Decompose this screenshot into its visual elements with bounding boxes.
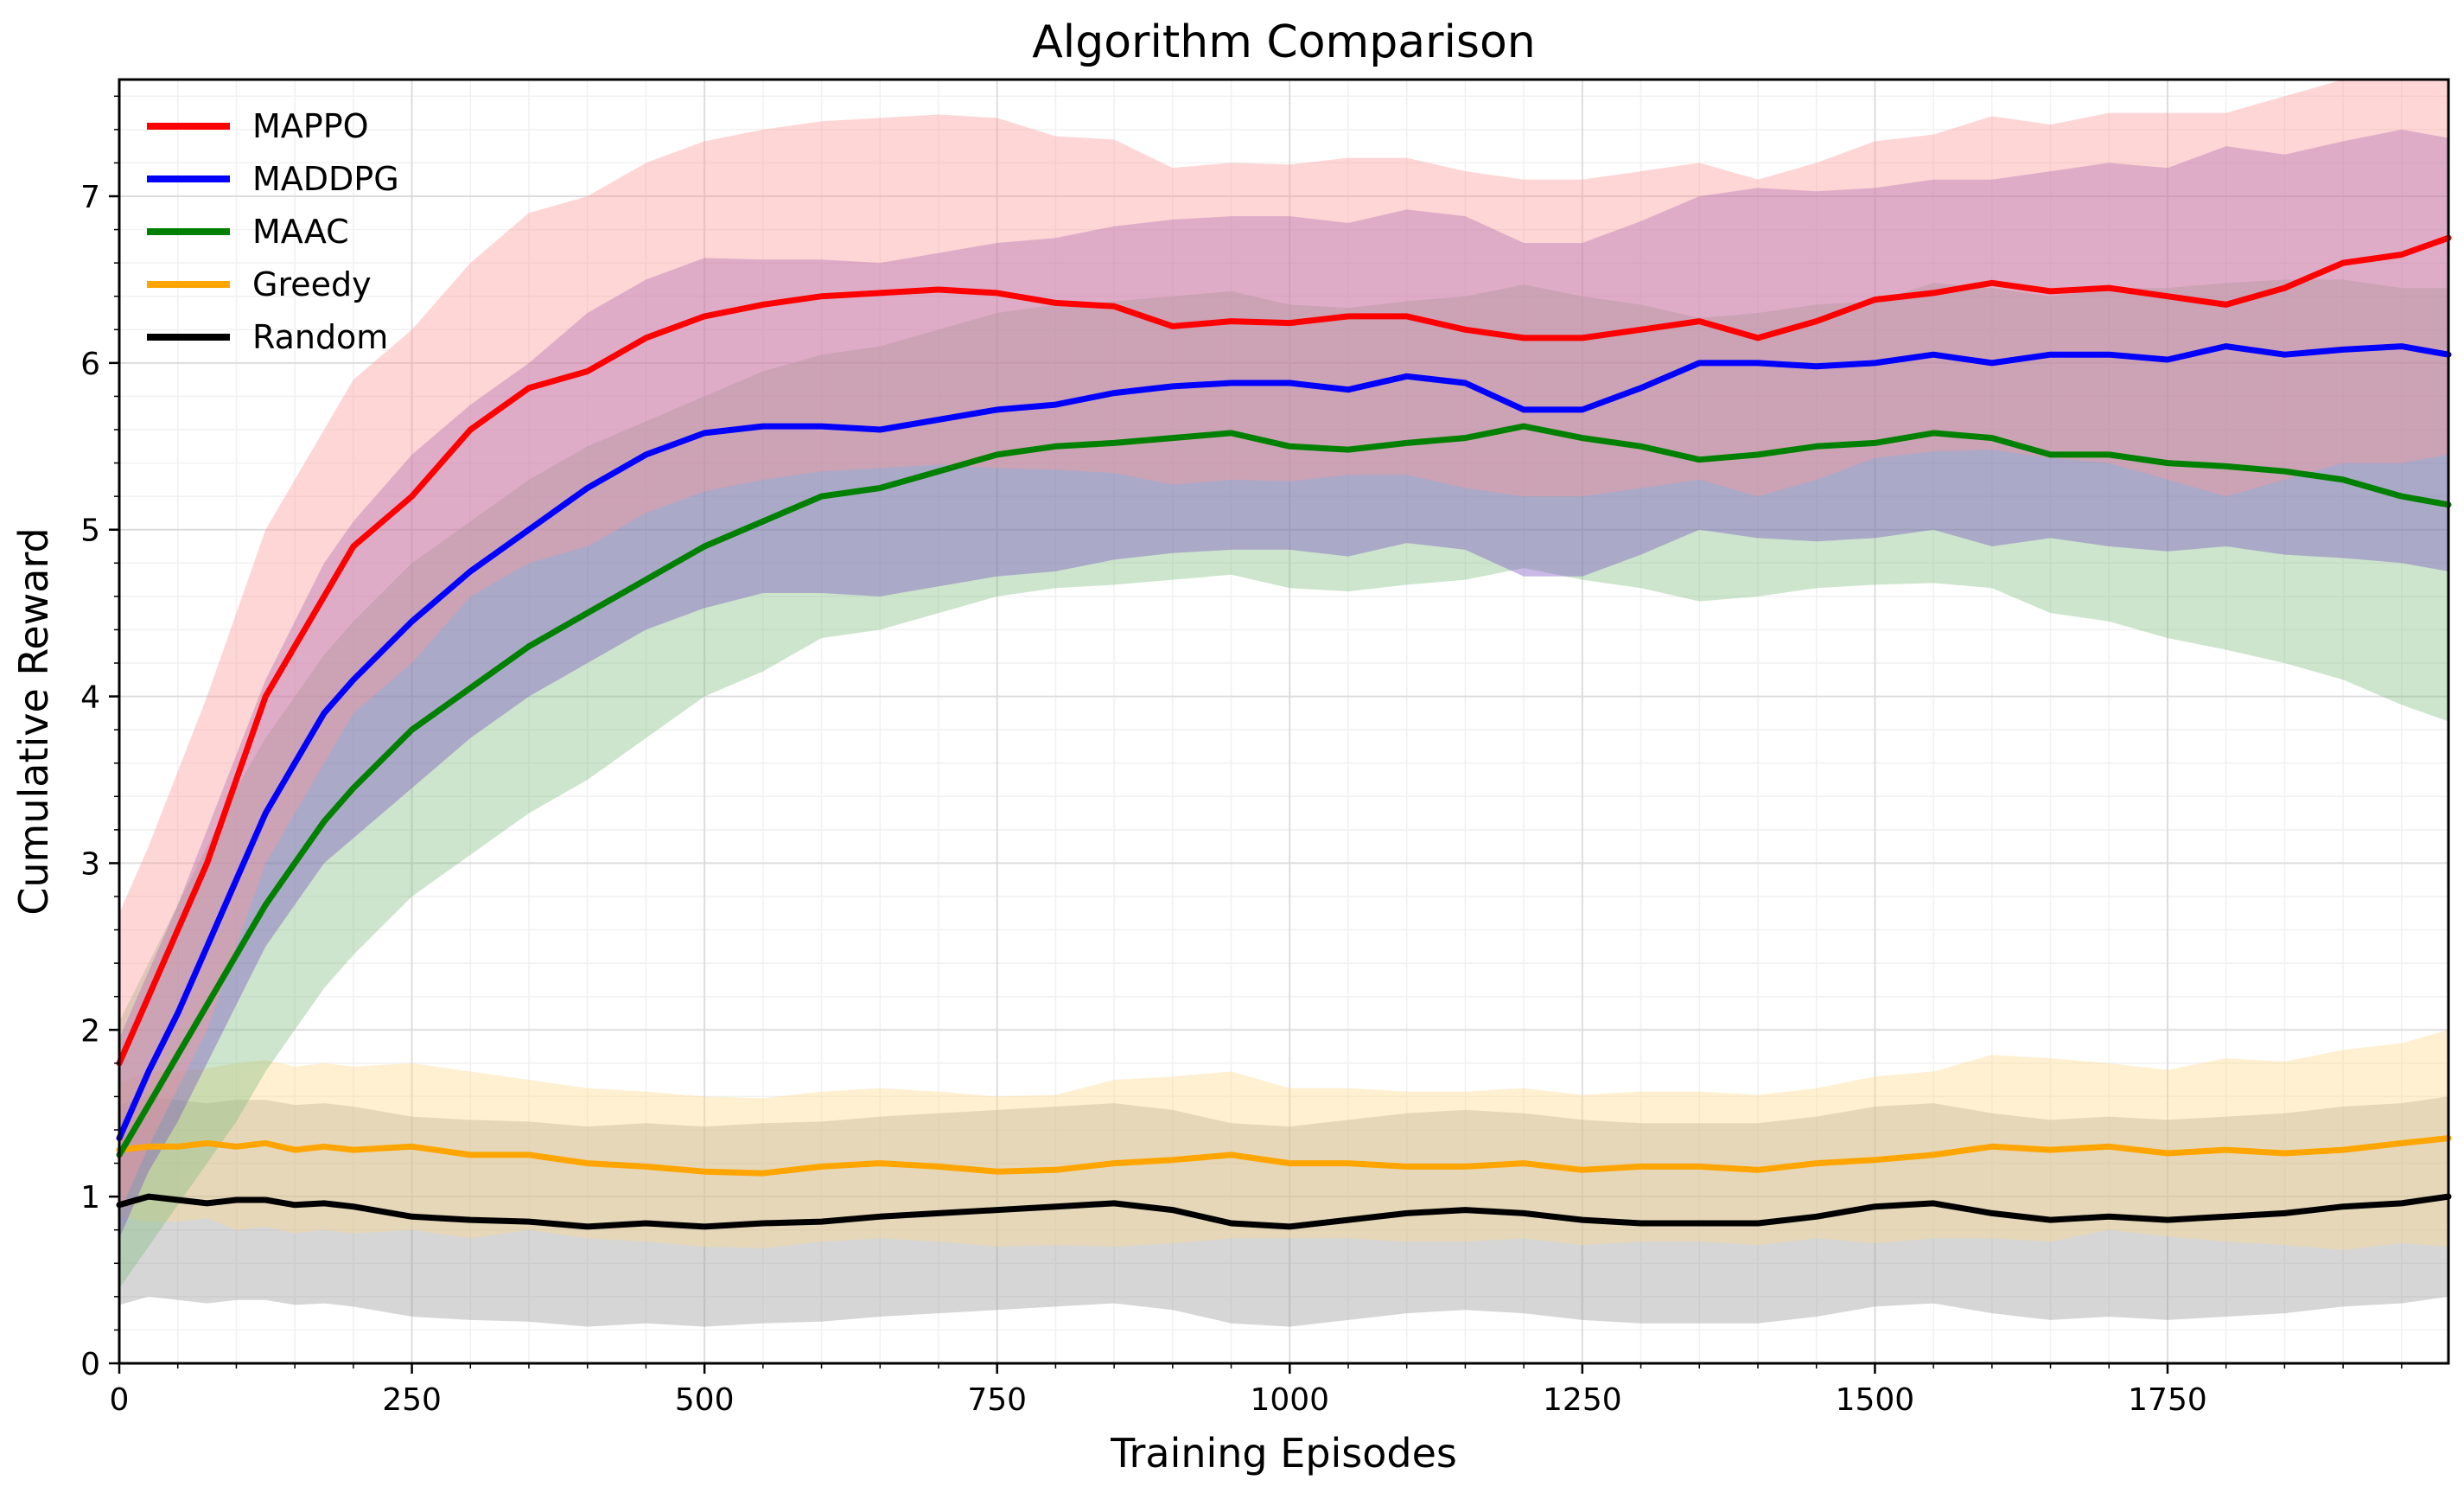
y-tick-label: 6: [80, 347, 100, 382]
legend-label-maddpg: MADDPG: [252, 160, 399, 198]
band-random: [119, 1096, 2448, 1327]
legend: MAPPO MADDPG MAAC Greedy Random: [147, 107, 399, 356]
series-line-maddpg: [116, 343, 2452, 1142]
series-line-mappo: [116, 234, 2452, 1067]
band-maddpg: [119, 129, 2448, 1239]
x-tick-label: 250: [382, 1382, 442, 1418]
x-tick-label: 1000: [1250, 1382, 1329, 1418]
y-tick-label: 1: [80, 1180, 100, 1215]
x-tick-label: 750: [967, 1382, 1027, 1418]
x-tick-label: 1500: [1836, 1382, 1915, 1418]
series-line-maac: [116, 423, 2452, 1158]
x-axis-label: Training Episodes: [1110, 1430, 1457, 1477]
x-tick-label: 1750: [2128, 1382, 2207, 1418]
y-tick-label: 4: [80, 680, 100, 716]
axis-ticks: 0 250 500 750 1000 1250 1500 1750 0 1 2 3 4 5 6 7: [80, 95, 2403, 1418]
y-tick-label: 7: [80, 180, 100, 215]
legend-label-greedy: Greedy: [252, 265, 372, 303]
chart-title: Algorithm Comparison: [1032, 16, 1536, 68]
series-line-random: [116, 1193, 2452, 1230]
band-maac: [119, 279, 2448, 1289]
x-tick-label: 1250: [1543, 1382, 1622, 1418]
legend-label-maac: MAAC: [252, 213, 349, 251]
series-line-greedy: [116, 1135, 2452, 1177]
y-tick-label: 0: [80, 1347, 100, 1382]
y-tick-label: 2: [80, 1013, 100, 1049]
y-tick-label: 3: [80, 846, 100, 882]
legend-label-mappo: MAPPO: [252, 107, 369, 145]
x-tick-label: 0: [110, 1382, 130, 1418]
band-greedy: [119, 1030, 2448, 1250]
legend-label-random: Random: [252, 318, 388, 356]
plot-frame: [118, 78, 2450, 1365]
x-tick-label: 500: [675, 1382, 735, 1418]
y-axis-label: Cumulative Reward: [10, 527, 57, 915]
series-lines: [116, 234, 2452, 1230]
y-tick-label: 5: [80, 514, 100, 549]
